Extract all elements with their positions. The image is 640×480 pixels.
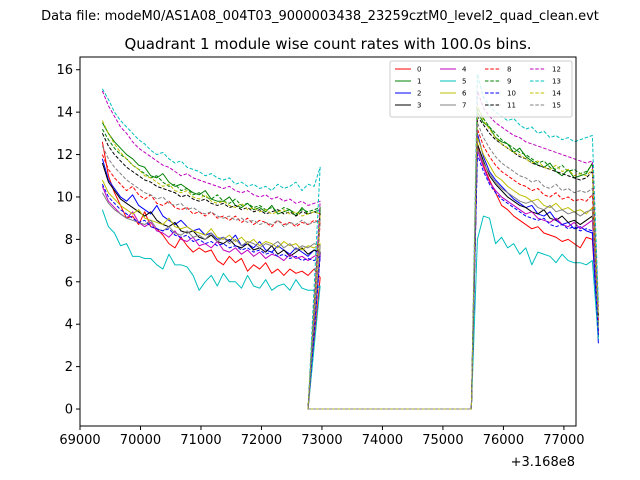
series-line-5: [101, 209, 599, 410]
x-tick-label: 69000: [59, 433, 100, 448]
legend-label-7: 7: [462, 102, 466, 110]
x-tick-label: 72000: [241, 433, 282, 448]
series-line-12: [101, 90, 599, 410]
series-line-15: [101, 122, 599, 410]
series-line-14: [101, 105, 599, 410]
series-group: [101, 73, 599, 410]
legend-label-15: 15: [552, 102, 561, 110]
y-tick-label: 2: [65, 360, 73, 375]
y-tick-label: 4: [65, 318, 73, 333]
series-line-8: [101, 128, 599, 410]
legend-label-2: 2: [417, 90, 421, 98]
figure-suptitle: Data file: modeM0/AS1A08_004T03_90000034…: [41, 9, 599, 24]
x-tick-label: 71000: [180, 433, 221, 448]
x-tick-label: 76000: [483, 433, 524, 448]
y-tick-label: 16: [56, 63, 73, 78]
series-line-2: [101, 132, 599, 410]
series-line-4: [101, 149, 599, 410]
x-tick-label: 75000: [422, 433, 463, 448]
axes-frame: [79, 56, 577, 427]
legend-label-1: 1: [417, 78, 421, 86]
x-tick-label: 74000: [362, 433, 403, 448]
y-tick-label: 12: [56, 148, 73, 163]
x-tick-label: 73000: [301, 433, 342, 448]
y-tick-label: 10: [56, 190, 73, 205]
x-tick-label: 70000: [120, 433, 161, 448]
y-tick-label: 14: [56, 106, 73, 121]
legend-label-6: 6: [462, 90, 467, 98]
y-axis: 0 2 4 6 8 10 12 14 16: [56, 63, 80, 418]
legend-box: [389, 60, 573, 118]
legend-label-8: 8: [507, 66, 511, 74]
legend-label-12: 12: [552, 66, 561, 74]
chart-title: Quadrant 1 module wise count rates with …: [124, 35, 531, 53]
y-tick-label: 8: [65, 233, 73, 248]
x-tick-label: 77000: [543, 433, 584, 448]
legend-label-5: 5: [462, 78, 466, 86]
legend-label-3: 3: [417, 102, 421, 110]
legend-label-10: 10: [507, 90, 516, 98]
series-line-0: [101, 141, 599, 410]
x-axis-offset-label: +3.168e8: [511, 455, 575, 470]
legend-label-9: 9: [507, 78, 511, 86]
legend-label-4: 4: [462, 66, 467, 74]
legend-label-0: 0: [417, 66, 421, 74]
series-line-10: [101, 154, 599, 410]
x-axis: 69000 70000 71000 72000 73000 74000 75000 76000…: [59, 426, 585, 448]
legend-label-11: 11: [507, 102, 516, 110]
series-line-13: [101, 73, 599, 410]
y-tick-label: 0: [65, 403, 73, 418]
y-tick-label: 6: [65, 275, 73, 290]
legend-label-14: 14: [552, 90, 561, 98]
legend-label-13: 13: [552, 78, 561, 86]
plot-area: [79, 56, 599, 427]
series-line-11: [101, 115, 599, 410]
